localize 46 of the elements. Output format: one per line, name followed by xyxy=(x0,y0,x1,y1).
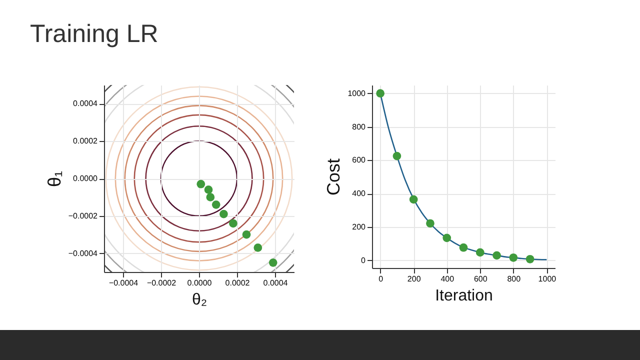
point xyxy=(459,243,468,252)
point xyxy=(476,248,484,257)
x-axis-title: Iteration xyxy=(435,288,493,304)
x-tick-label: 0.0002 xyxy=(225,278,250,288)
point xyxy=(509,253,518,262)
x-tick-label: 400 xyxy=(440,274,455,284)
x-tick-label: 200 xyxy=(407,274,422,284)
point xyxy=(254,244,262,252)
point xyxy=(206,193,215,202)
point xyxy=(220,210,228,218)
point xyxy=(212,200,220,209)
x-tick-label: 0 xyxy=(378,274,384,284)
point xyxy=(196,180,206,188)
y-tick-label: 0 xyxy=(361,256,366,265)
y-tick-label: 600 xyxy=(352,156,366,165)
point xyxy=(426,219,434,228)
y-tick-label: 0.0000 xyxy=(73,174,98,183)
point xyxy=(409,195,418,204)
x-tick-label: 1000 xyxy=(538,274,557,284)
y-axis-title: θ₁ xyxy=(44,170,64,188)
y-tick-label: 1000 xyxy=(348,88,366,98)
point xyxy=(376,89,384,98)
point xyxy=(268,258,278,267)
point xyxy=(492,251,501,260)
x-tick-label: 0.0000 xyxy=(187,278,212,288)
x-tick-label: 800 xyxy=(507,274,522,284)
x-tick-label: −0.0002 xyxy=(146,278,177,288)
x-tick-label: −0.0004 xyxy=(108,278,139,288)
y-axis-title: Cost xyxy=(324,158,344,196)
point xyxy=(392,152,402,160)
y-tick-label: −0.0004 xyxy=(68,248,98,258)
chart-title: Training LR xyxy=(30,20,158,49)
x-tick-label: 600 xyxy=(474,274,488,284)
y-tick-label: 0.0004 xyxy=(73,99,98,108)
point xyxy=(204,186,213,194)
point xyxy=(442,234,452,242)
y-tick-label: −0.0002 xyxy=(68,211,98,220)
x-axis-title: θ₂ xyxy=(192,292,208,308)
point xyxy=(229,219,238,228)
y-tick-label: 200 xyxy=(352,222,366,232)
point xyxy=(526,254,534,264)
y-tick-label: 400 xyxy=(352,189,366,198)
y-tick-label: 800 xyxy=(352,122,366,132)
point xyxy=(242,230,251,239)
x-tick-label: 0.0004 xyxy=(263,278,288,288)
y-tick-label: 0.0002 xyxy=(73,136,98,146)
